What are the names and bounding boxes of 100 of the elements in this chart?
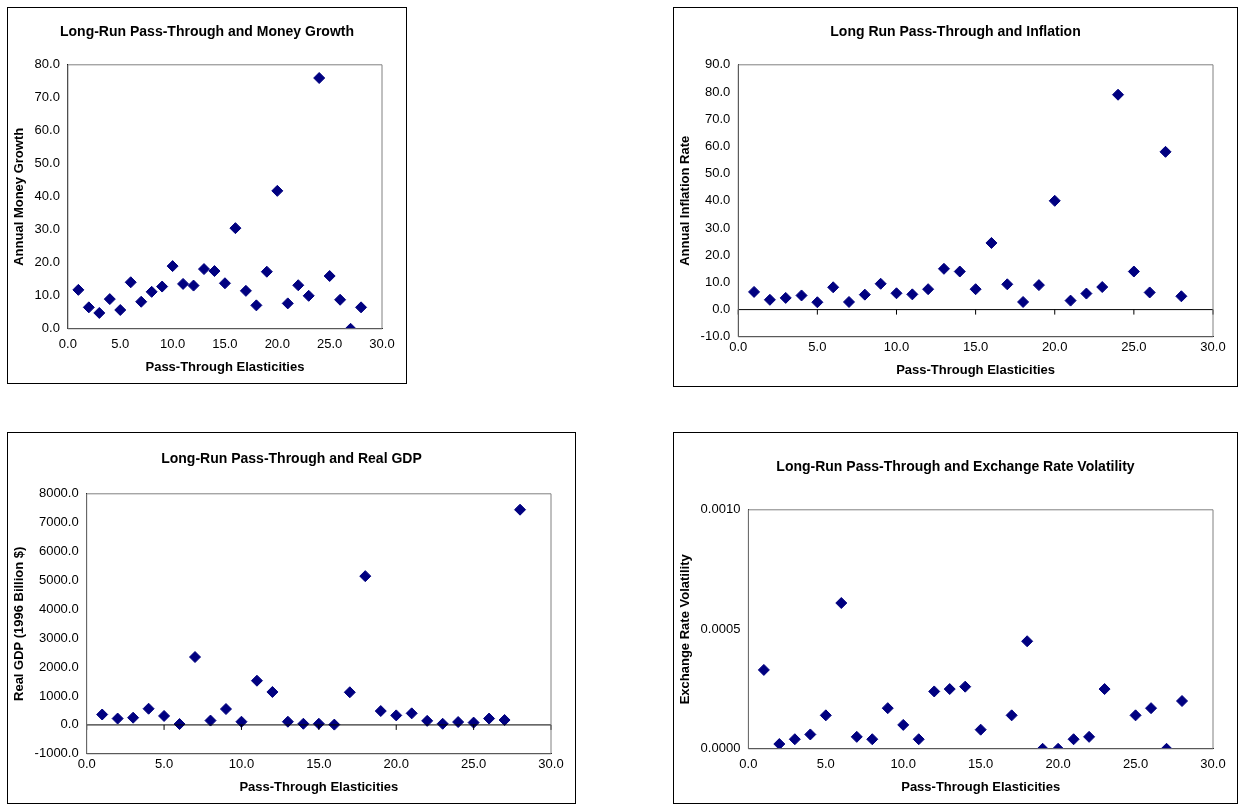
point [1159, 145, 1172, 158]
point [103, 293, 116, 306]
point [1145, 702, 1158, 715]
y-tick-label: 30.0 [704, 219, 731, 235]
x-tick-label: 30.0 [369, 336, 395, 352]
chart-title: Long-Run Pass-Through and Money Growth [59, 22, 355, 41]
point [943, 683, 956, 696]
point [757, 663, 770, 676]
x-axis-title: Pass-Through Elasticities [239, 778, 399, 794]
point [355, 301, 368, 314]
point [1096, 281, 1109, 294]
point [897, 718, 910, 731]
point [204, 714, 217, 727]
point [124, 276, 137, 289]
point [1175, 290, 1188, 303]
point [142, 702, 155, 715]
point [922, 283, 935, 296]
y-tick-label: 40.0 [704, 192, 731, 208]
point [1083, 730, 1096, 743]
y-tick-label: -10.0 [700, 328, 731, 344]
point [114, 303, 127, 316]
point [313, 72, 326, 84]
y-axis-title: Exchange Rate Volatility [677, 553, 693, 705]
y-tick-label: 10.0 [704, 273, 731, 289]
y-axis-title: Annual Inflation Rate [677, 135, 693, 266]
point [96, 708, 109, 721]
x-tick-label: 5.0 [155, 756, 174, 772]
x-tick-label: 5.0 [808, 339, 827, 355]
point [1176, 695, 1189, 707]
point [145, 285, 158, 298]
point [1127, 265, 1140, 278]
x-axis-title: Pass-Through Elasticities [901, 778, 1061, 794]
point [819, 709, 832, 722]
x-tick-label: 25.0 [1121, 339, 1147, 355]
x-tick-label: 15.0 [962, 339, 989, 355]
x-tick-label: 25.0 [1122, 756, 1149, 772]
point [323, 270, 336, 282]
point [158, 709, 171, 722]
point [835, 597, 848, 610]
point [969, 283, 982, 296]
y-tick-label: 8000.0 [38, 485, 79, 501]
x-tick-label: 5.0 [816, 756, 835, 772]
y-tick-label: 10.0 [34, 287, 60, 303]
point [1048, 194, 1061, 207]
point [804, 728, 817, 741]
point [111, 712, 124, 725]
point [156, 280, 169, 293]
x-tick-label: 10.0 [883, 339, 910, 355]
y-tick-label: 0.0000 [700, 740, 741, 756]
point [483, 712, 496, 725]
point [1112, 88, 1125, 101]
y-tick-label: 0.0 [712, 301, 731, 317]
point [1143, 286, 1156, 299]
y-axis-title: Real GDP (1996 Billion $) [11, 546, 27, 701]
point [187, 279, 200, 292]
point [1005, 709, 1018, 722]
y-tick-label: 0.0010 [700, 501, 741, 517]
y-tick-label: 90.0 [704, 56, 731, 72]
chart-title: Long-Run Pass-Through and Exchange Rate Volatility [775, 457, 1136, 476]
point [405, 707, 418, 720]
point [239, 284, 252, 297]
x-tick-label: 20.0 [383, 756, 409, 772]
point [374, 705, 387, 718]
x-tick-label: 25.0 [460, 756, 487, 772]
point [514, 503, 527, 516]
x-axis-title: Pass-Through Elasticities [145, 358, 305, 374]
y-tick-label: 50.0 [704, 165, 731, 181]
point [937, 262, 950, 275]
point [874, 277, 887, 290]
y-tick-label: 60.0 [704, 137, 731, 153]
point [250, 674, 263, 687]
x-tick-label: 10.0 [890, 756, 916, 772]
point [281, 297, 294, 310]
x-tick-label: 20.0 [264, 336, 290, 352]
point [1067, 733, 1080, 746]
point [1080, 287, 1093, 300]
point [843, 295, 856, 308]
x-tick-label: 5.0 [111, 336, 130, 352]
point [985, 236, 998, 249]
point [271, 184, 284, 197]
point [93, 306, 106, 319]
y-tick-label: 20.0 [704, 246, 731, 262]
point [953, 265, 966, 278]
y-tick-label: 7000.0 [38, 514, 79, 530]
y-tick-label: 30.0 [34, 221, 60, 237]
point [763, 293, 776, 306]
point [177, 277, 190, 290]
point [959, 680, 972, 693]
y-tick-label: 60.0 [34, 122, 60, 138]
point [421, 714, 434, 727]
point [302, 289, 315, 302]
point [906, 288, 919, 301]
point [343, 686, 356, 699]
point [890, 287, 903, 300]
point [1064, 294, 1077, 307]
x-tick-label: 25.0 [316, 336, 343, 352]
y-tick-label: 70.0 [34, 89, 60, 105]
point [82, 301, 95, 314]
y-tick-label: 0.0 [60, 716, 79, 732]
point [1017, 295, 1030, 308]
